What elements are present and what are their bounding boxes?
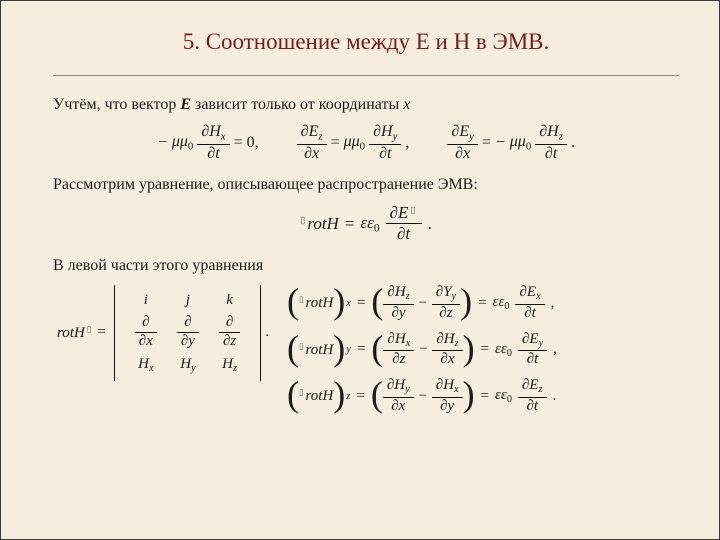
para1-pre: Учтём, что вектор bbox=[53, 96, 180, 113]
coord-x: x bbox=[403, 96, 410, 113]
vector-E: E bbox=[180, 96, 191, 113]
paragraph-3: В левой части этого уравнения bbox=[53, 257, 679, 275]
paragraph-1: Учтём, что вектор E зависит только от ко… bbox=[53, 96, 679, 114]
rotH-y-line: (▯rotH)y=(∂Hx∂z−∂Hz∂x)=εε0∂Ey∂t, bbox=[287, 332, 557, 369]
rot-determinant: rotH▯ = i j k ∂∂x ∂∂y ∂∂z Hx bbox=[57, 285, 269, 381]
rotH-x-line: (▯rotH)x=(∂Hz∂y−∂Yy∂z)=εε0∂Ex∂t, bbox=[287, 285, 557, 322]
divider bbox=[53, 75, 679, 76]
eq1: − μμ0 ∂Hx ∂t = 0, bbox=[157, 124, 259, 162]
eq3: ∂Ey ∂x = − μμ0 ∂Hz ∂t . bbox=[447, 124, 575, 162]
paragraph-2: Рассмотрим уравнение, описывающее распро… bbox=[53, 176, 679, 194]
slide-frame: 5. Соотношение между Е и Н в ЭМВ. Учтём,… bbox=[0, 0, 720, 540]
triple-equation-row: − μμ0 ∂Hx ∂t = 0, ∂Ez ∂x = μμ0 ∂Hy ∂t bbox=[53, 124, 679, 162]
bottom-row: rotH▯ = i j k ∂∂x ∂∂y ∂∂z Hx bbox=[53, 285, 679, 415]
rotH-z-line: (▯rotH)z=(∂Hy∂x−∂Hx∂y)=εε0∂Ez∂t. bbox=[287, 378, 557, 415]
maxwell-equation: ▯rotH = εε0 ∂E▯ ∂t . bbox=[53, 204, 679, 243]
para1-post: зависит только от координаты bbox=[191, 96, 403, 113]
slide-title: 5. Соотношение между Е и Н в ЭМВ. bbox=[53, 27, 679, 57]
eq2: ∂Ez ∂x = μμ0 ∂Hy ∂t , bbox=[297, 124, 410, 162]
rot-components: (▯rotH)x=(∂Hz∂y−∂Yy∂z)=εε0∂Ex∂t, (▯rotH)y… bbox=[287, 285, 557, 415]
